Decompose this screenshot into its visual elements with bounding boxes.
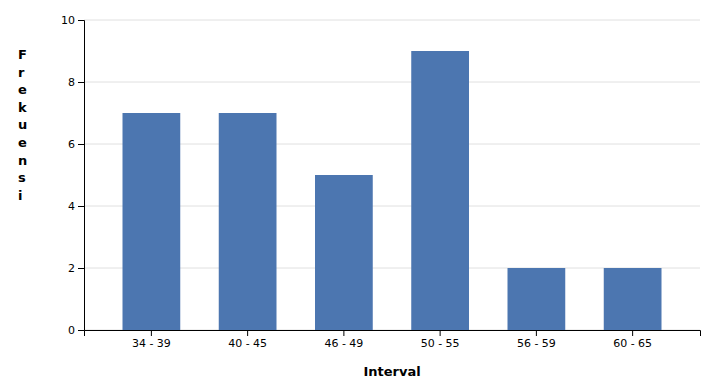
x-axis: 34 - 39 40 - 45 46 - 49 50 - 55 56 - 59 60 - … xyxy=(85,330,701,350)
y-tick-label: 10 xyxy=(61,14,75,27)
x-tick-mark xyxy=(343,330,344,336)
y-axis-title-line: u xyxy=(18,117,27,132)
y-axis-title: Frekuensi xyxy=(18,47,27,202)
x-axis-title: Interval xyxy=(363,364,420,379)
x-axis-line xyxy=(85,331,701,337)
x-tick-label: 46 - 49 xyxy=(324,337,363,350)
y-tick-mark xyxy=(78,82,84,83)
x-tick-label: 40 - 45 xyxy=(228,337,267,350)
y-axis-title-line: s xyxy=(18,170,26,185)
chart-svg: 34 - 39 40 - 45 46 - 49 50 - 55 56 - 59 60 - … xyxy=(0,0,724,392)
y-tick-label: 4 xyxy=(68,200,75,213)
grid-line xyxy=(84,20,700,21)
y-tick: 2 xyxy=(68,262,84,275)
y-tick: 10 xyxy=(61,14,84,27)
y-tick-label: 6 xyxy=(68,138,75,151)
y-axis-line xyxy=(78,21,85,331)
x-tick-mark xyxy=(247,330,248,336)
x-tick-mark xyxy=(536,330,537,336)
bar xyxy=(315,175,373,330)
y-tick-mark xyxy=(78,268,84,269)
bar xyxy=(508,268,566,330)
chart-container: 34 - 39 40 - 45 46 - 49 50 - 55 56 - 59 60 - … xyxy=(0,0,724,392)
bar xyxy=(411,51,469,330)
x-tick: 56 - 59 xyxy=(517,330,556,350)
x-tick: 40 - 45 xyxy=(228,330,267,350)
x-tick-mark xyxy=(440,330,441,336)
grid-line xyxy=(84,82,700,83)
x-tick-label: 56 - 59 xyxy=(517,337,556,350)
bar xyxy=(123,113,181,330)
y-axis-title-line: e xyxy=(18,135,27,150)
x-tick-label: 60 - 65 xyxy=(613,337,652,350)
y-axis: 0 2 4 6 8 10 xyxy=(61,14,85,337)
bar xyxy=(219,113,277,330)
x-tick: 46 - 49 xyxy=(324,330,363,350)
x-tick: 60 - 65 xyxy=(613,330,652,350)
x-tick-mark xyxy=(151,330,152,336)
grid xyxy=(84,20,700,330)
y-tick-label: 0 xyxy=(68,324,75,337)
y-tick-mark xyxy=(78,144,84,145)
y-axis-title-line: r xyxy=(18,65,25,80)
y-tick-label: 2 xyxy=(68,262,75,275)
x-tick-mark xyxy=(632,330,633,336)
y-axis-title-line: n xyxy=(18,153,27,168)
x-tick-label: 50 - 55 xyxy=(421,337,460,350)
y-tick-mark xyxy=(78,20,84,21)
y-axis-title-line: i xyxy=(18,188,22,203)
y-tick-mark xyxy=(78,330,84,331)
y-tick: 4 xyxy=(68,200,84,213)
y-tick: 6 xyxy=(68,138,84,151)
x-tick: 50 - 55 xyxy=(421,330,460,350)
y-axis-title-line: k xyxy=(18,100,27,115)
x-tick-label: 34 - 39 xyxy=(132,337,171,350)
y-tick: 8 xyxy=(68,76,84,89)
bar xyxy=(604,268,662,330)
y-axis-title-line: e xyxy=(18,82,27,97)
y-tick: 0 xyxy=(68,324,84,337)
plot-area xyxy=(123,51,662,330)
x-tick: 34 - 39 xyxy=(132,330,171,350)
y-tick-mark xyxy=(78,206,84,207)
y-axis-title-line: F xyxy=(18,47,27,62)
y-tick-label: 8 xyxy=(68,76,75,89)
